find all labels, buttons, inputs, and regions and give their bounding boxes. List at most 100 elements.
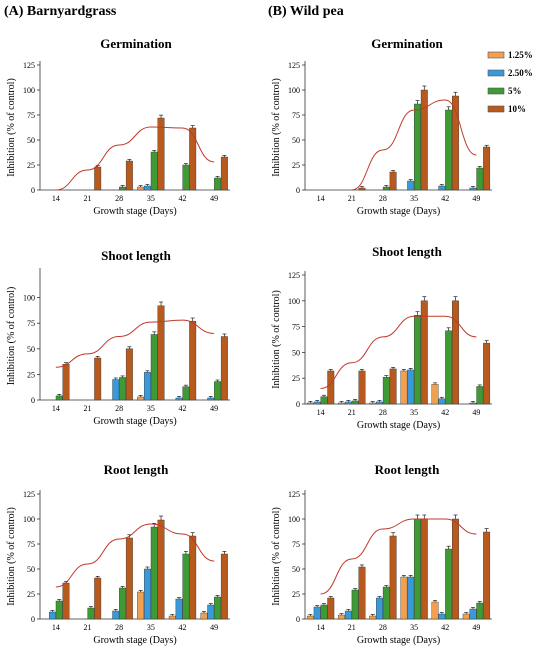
bar xyxy=(175,598,183,620)
bar xyxy=(414,103,421,191)
bar xyxy=(414,315,421,405)
chart-title: Germination xyxy=(371,36,443,51)
y-tick-label: 125 xyxy=(23,490,35,499)
y-tick-label: 50 xyxy=(27,345,35,354)
bar xyxy=(157,519,165,620)
bar xyxy=(313,606,321,620)
bar xyxy=(94,357,102,401)
y-tick-label: 75 xyxy=(27,319,35,328)
bar xyxy=(137,591,145,620)
x-tick-label: 49 xyxy=(210,623,218,632)
x-tick-label: 14 xyxy=(52,623,60,632)
bar xyxy=(143,568,151,620)
x-tick-label: 49 xyxy=(472,623,480,632)
y-tick-label: 75 xyxy=(27,111,35,120)
bar xyxy=(87,607,95,620)
x-tick-label: 28 xyxy=(115,623,123,632)
x-tick-label: 35 xyxy=(147,623,155,632)
y-axis-label: Inhibition (% of control) xyxy=(271,507,282,606)
bar xyxy=(452,518,459,620)
trend-line xyxy=(55,319,215,368)
x-axis-label: Growth stage (Days) xyxy=(357,635,440,646)
bar xyxy=(189,320,197,401)
chart-0: Germination 0 25 50 75 100 125 14 21 28 35 42 49 Grow… xyxy=(6,36,230,217)
chart-title: Root length xyxy=(375,462,440,477)
x-tick-label: 28 xyxy=(379,408,387,417)
bar xyxy=(358,566,366,620)
panel-b-heading: (B) Wild pea xyxy=(268,4,344,19)
y-tick-label: 125 xyxy=(288,61,300,70)
bar xyxy=(214,381,222,401)
bar xyxy=(469,402,477,405)
bar xyxy=(389,368,397,405)
x-tick-label: 21 xyxy=(84,404,92,413)
bar xyxy=(137,396,145,401)
x-tick-label: 35 xyxy=(147,194,155,203)
x-tick-label: 21 xyxy=(348,408,356,417)
bar xyxy=(157,305,165,401)
bar xyxy=(351,400,359,405)
y-tick-label: 25 xyxy=(27,161,35,170)
bar xyxy=(382,376,390,405)
bar xyxy=(420,518,428,620)
legend-label: 2.50% xyxy=(508,68,533,78)
x-tick-label: 28 xyxy=(115,194,123,203)
chart-4: Root length 0 25 50 75 100 125 14 21 28 35 42 49 Grow… xyxy=(6,462,230,646)
bar xyxy=(369,402,377,405)
x-axis-label: Growth stage (Days) xyxy=(357,206,440,217)
trend-line xyxy=(55,126,215,191)
bar xyxy=(320,396,328,405)
bar xyxy=(445,109,453,191)
bar xyxy=(431,384,439,405)
x-tick-label: 28 xyxy=(115,404,123,413)
bar xyxy=(125,348,133,401)
bar xyxy=(220,553,228,620)
bar xyxy=(306,615,314,620)
y-tick-label: 50 xyxy=(292,565,300,574)
bar xyxy=(420,89,428,191)
charts: Germination 0 25 50 75 100 125 14 21 28 35 42 49 Grow… xyxy=(6,36,492,646)
trend-line xyxy=(320,315,477,390)
x-tick-label: 28 xyxy=(379,623,387,632)
y-axis-label: Inhibition (% of control) xyxy=(6,287,17,386)
bar xyxy=(55,600,63,620)
bar xyxy=(125,160,133,191)
bar xyxy=(214,177,222,191)
chart-title: Shoot length xyxy=(101,248,171,263)
y-tick-label: 0 xyxy=(31,186,35,195)
y-tick-label: 75 xyxy=(27,540,35,549)
bar xyxy=(313,401,321,405)
y-tick-label: 125 xyxy=(288,490,300,499)
y-tick-label: 25 xyxy=(292,374,300,383)
bar xyxy=(200,612,208,620)
bar xyxy=(143,372,151,401)
chart-5: Root length 0 25 50 75 100 125 14 21 28 35 42 49 Grow… xyxy=(271,462,492,646)
y-tick-label: 100 xyxy=(288,515,300,524)
bar xyxy=(452,300,459,405)
x-tick-label: 14 xyxy=(52,404,60,413)
bar xyxy=(137,186,145,191)
y-tick-label: 25 xyxy=(292,590,300,599)
y-axis-label: Inhibition (% of control) xyxy=(6,507,17,606)
y-tick-label: 25 xyxy=(27,590,35,599)
bar xyxy=(469,608,477,620)
bar xyxy=(143,185,151,191)
y-tick-label: 100 xyxy=(23,515,35,524)
y-tick-label: 50 xyxy=(27,136,35,145)
bar xyxy=(476,602,484,620)
bar xyxy=(438,398,446,405)
bar xyxy=(119,587,127,620)
bar xyxy=(112,379,120,401)
trend-line xyxy=(55,523,215,588)
bar xyxy=(62,363,70,401)
y-tick-label: 25 xyxy=(292,161,300,170)
y-tick-label: 100 xyxy=(23,86,35,95)
chart-title: Germination xyxy=(100,36,172,51)
bar xyxy=(62,582,70,620)
bar xyxy=(400,370,408,405)
x-tick-label: 21 xyxy=(84,623,92,632)
bar xyxy=(48,611,56,620)
bar xyxy=(389,535,397,620)
y-tick-label: 75 xyxy=(292,540,300,549)
chart-title: Root length xyxy=(104,462,169,477)
